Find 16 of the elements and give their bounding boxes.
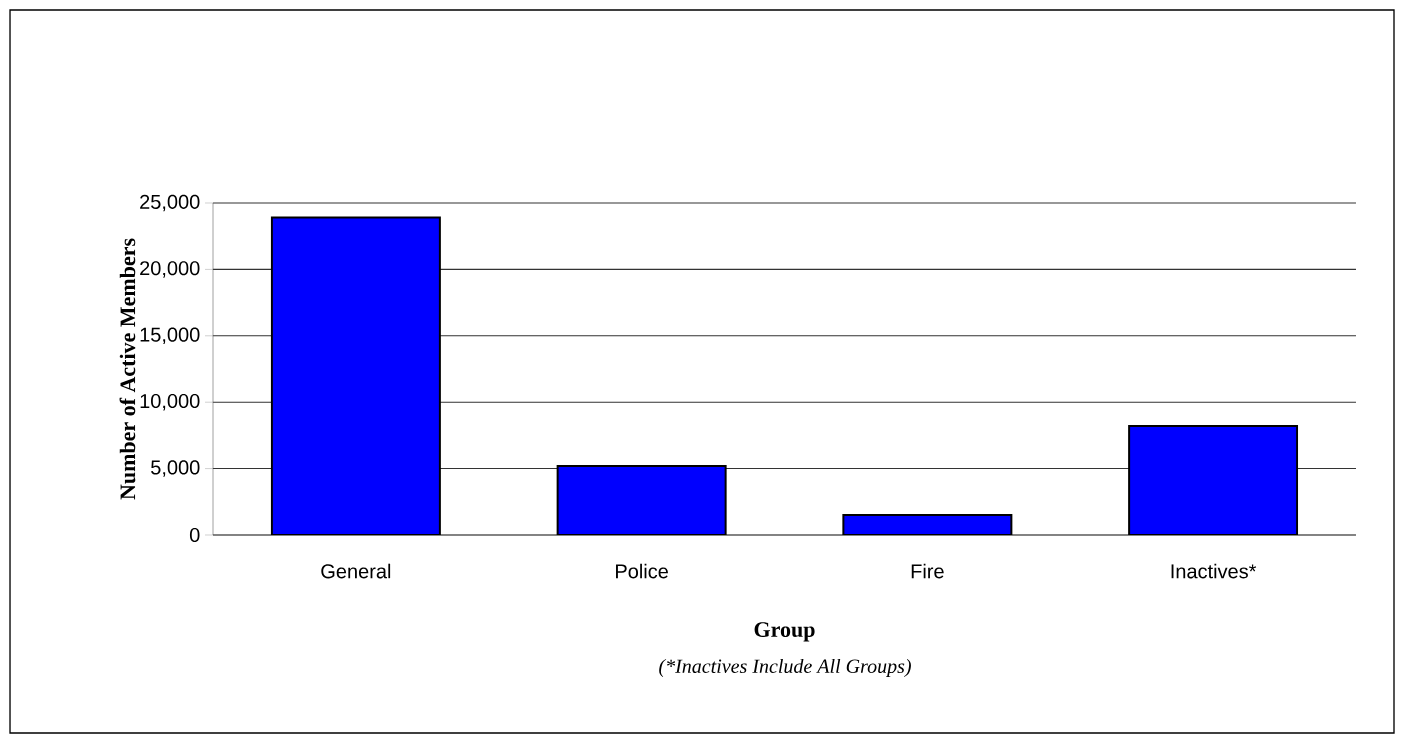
x-tick-label: Inactives* [1171, 563, 1257, 579]
x-tick-label: General [321, 563, 391, 579]
bar [556, 464, 727, 535]
y-tick-label: 20,000 [140, 261, 200, 278]
y-tick-label: 25,000 [140, 194, 200, 212]
y-tick-label: 15,000 [140, 327, 200, 345]
y-axis-title: Number of Active Members [119, 238, 136, 500]
y-tick-label: 10,000 [140, 393, 200, 411]
text: (*Inactives Include All Groups) [659, 658, 911, 678]
x-tick-label: Police [616, 563, 668, 579]
y-tick-label: 5,000 [151, 460, 200, 477]
x-tick-label: Fire [911, 563, 944, 579]
x-axis-title: Group [754, 622, 815, 642]
bar [270, 216, 441, 535]
bar [1128, 425, 1299, 535]
y-tick-label: 0 [189, 527, 200, 543]
